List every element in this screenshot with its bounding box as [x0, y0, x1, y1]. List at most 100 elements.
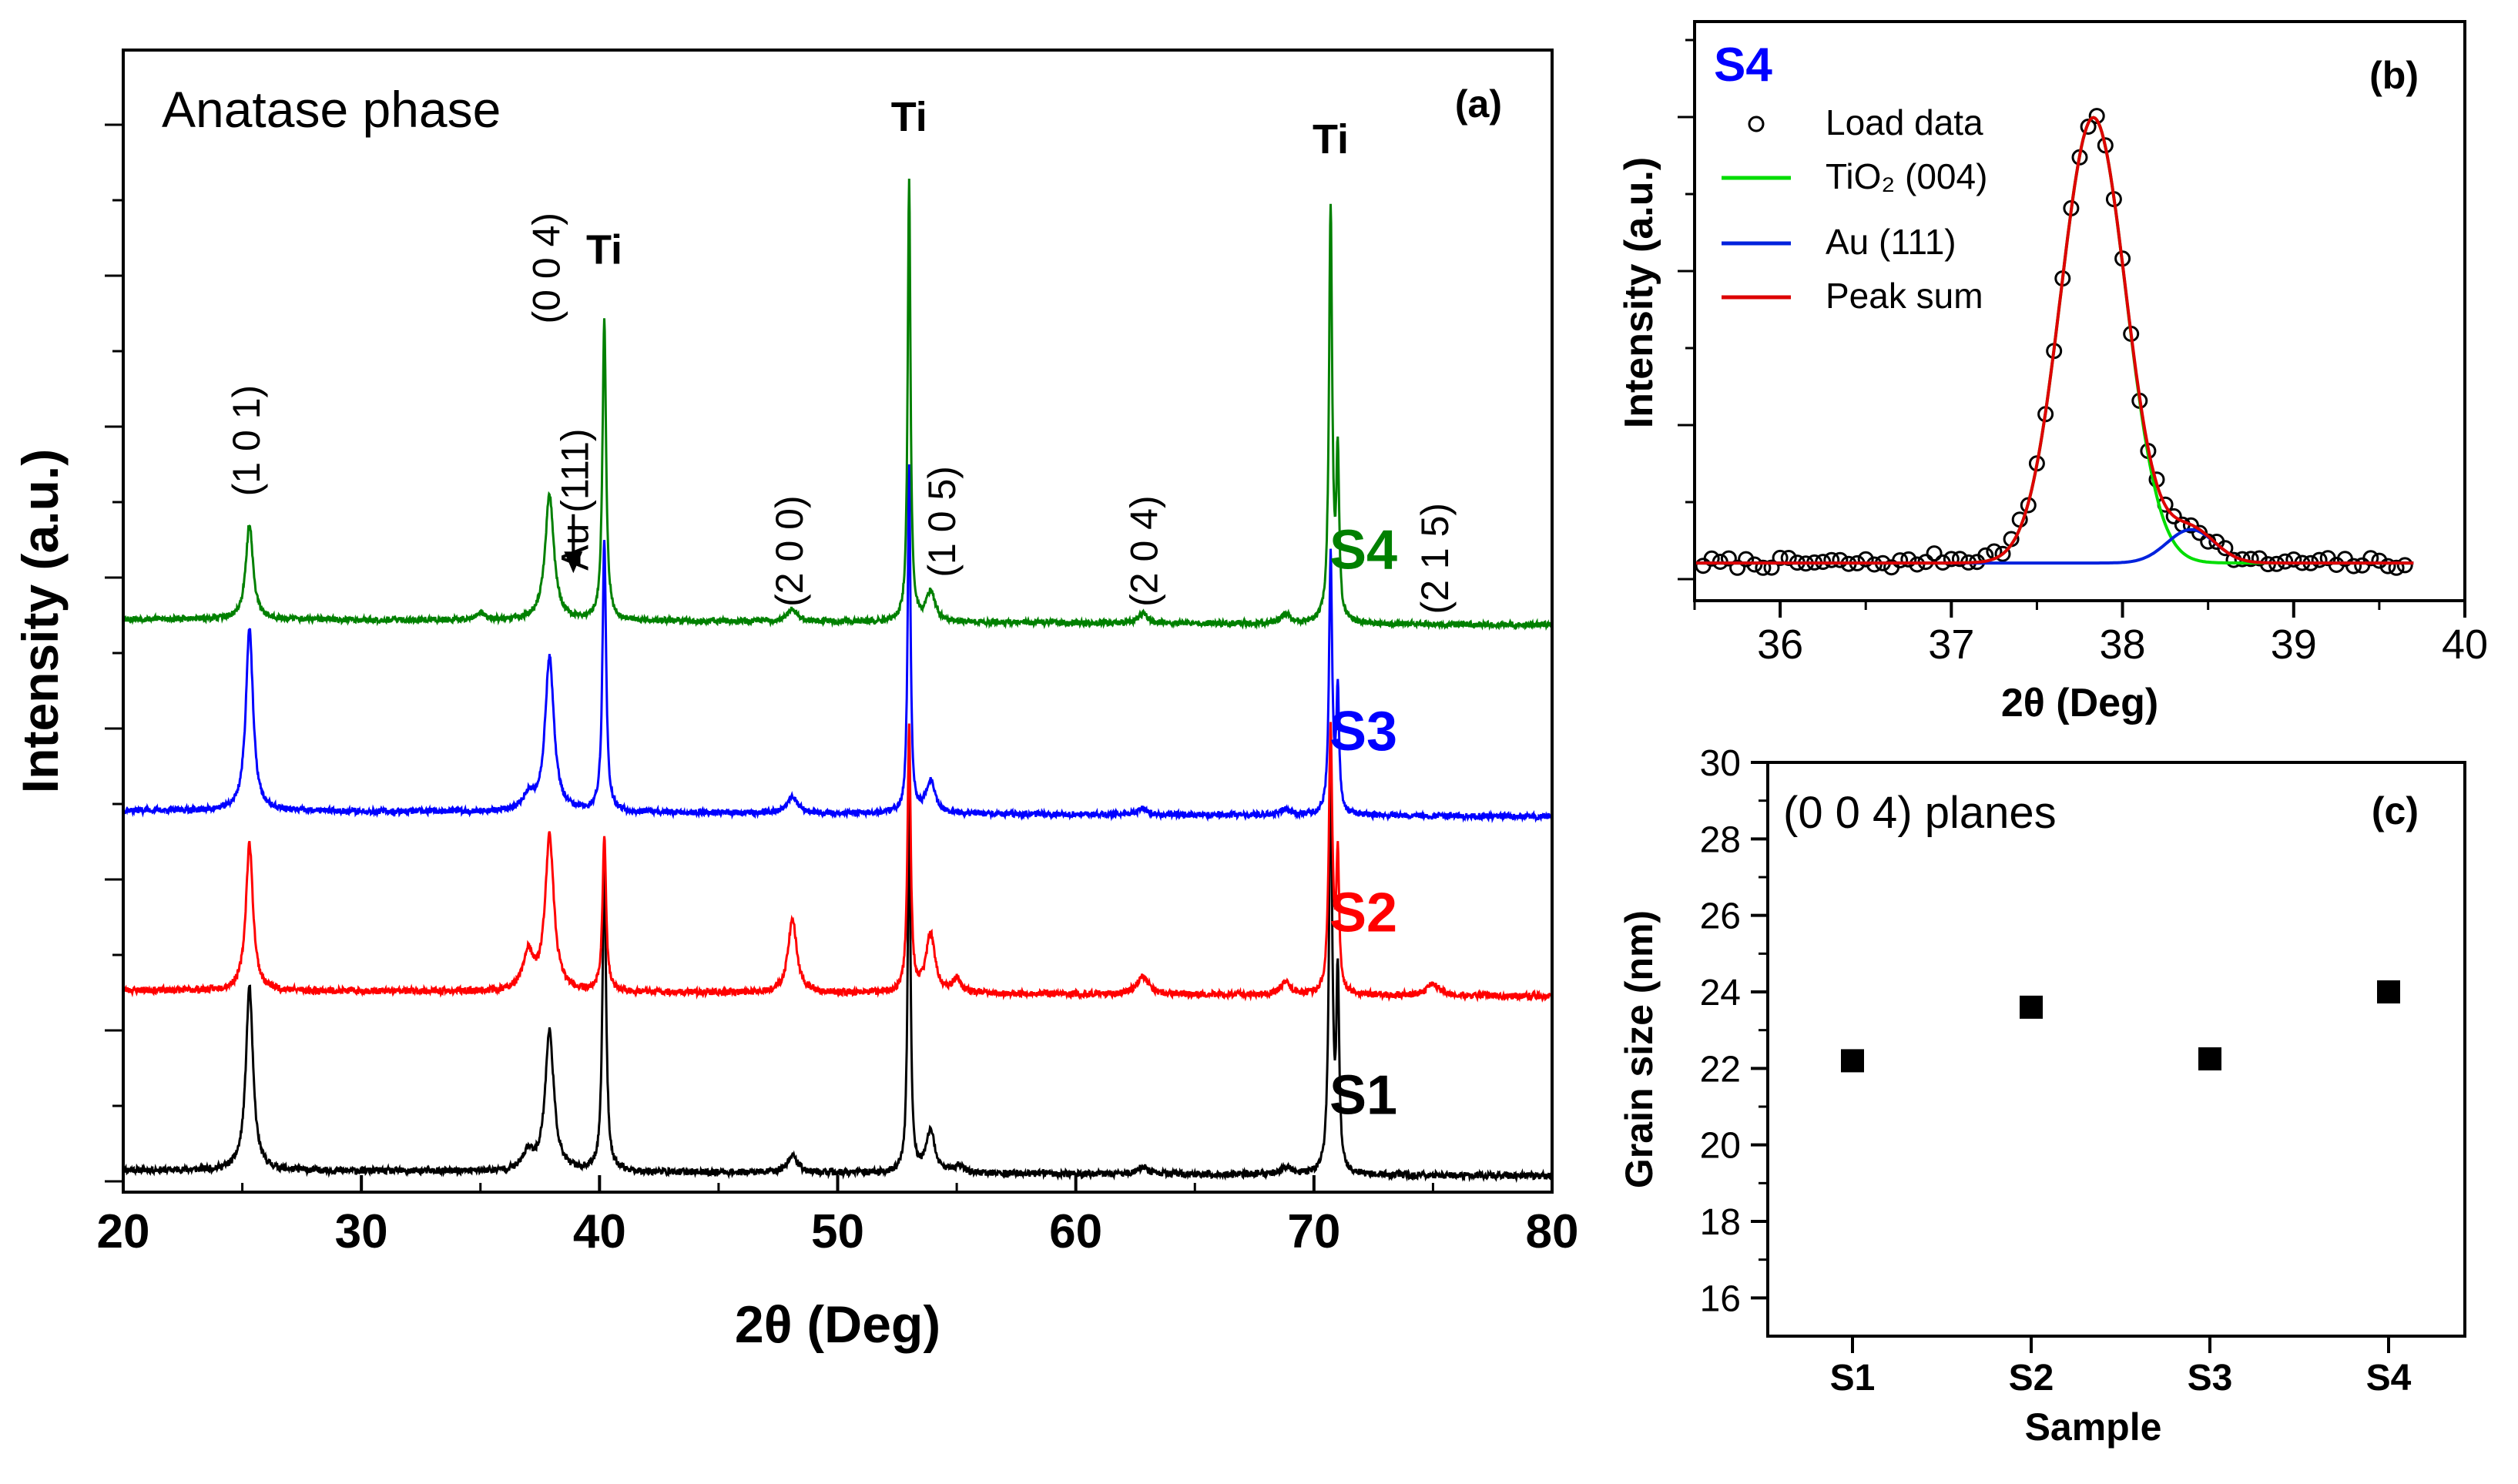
panel-label: (a)	[1455, 82, 1502, 126]
panel-label: (c)	[2372, 789, 2419, 832]
peak-label-ti: Ti	[1313, 116, 1349, 162]
series-line-S2	[122, 722, 1554, 1003]
panel-label: (b)	[2369, 54, 2419, 97]
data-point	[2371, 552, 2388, 569]
data-point	[1900, 551, 1917, 568]
chart-title: (0 0 4) planes	[1783, 788, 2057, 838]
data-point	[1738, 551, 1755, 568]
grain-size-point-S4	[2377, 980, 2400, 1003]
legend-marker-data	[1748, 116, 1765, 132]
series-line-S3	[122, 464, 1554, 824]
x-axis-label: 2θ (Deg)	[735, 1295, 940, 1354]
data-point	[1703, 550, 1720, 567]
data-point	[1892, 552, 1909, 569]
x-tick-label: S1	[1830, 1358, 1876, 1399]
x-tick-label: 30	[335, 1205, 388, 1258]
x-tick-label: 50	[811, 1205, 864, 1258]
y-tick-label: 30	[1700, 743, 1741, 784]
panel-a-xrd-patterns: 20 30 40 50 60 70 80 2θ (Deg) Intensity (a.u.) An…	[12, 49, 1579, 1354]
data-point	[1951, 551, 1968, 568]
data-point	[2217, 540, 2234, 557]
x-tick-label: S4	[2366, 1358, 2412, 1399]
series-line-S1	[122, 753, 1554, 1184]
legend-label: Au (111)	[1826, 222, 1956, 262]
data-point	[2362, 550, 2379, 567]
legend-label: TiO₂ (004)	[1826, 156, 1987, 196]
data-point	[1780, 550, 1797, 566]
data-point	[1695, 558, 1712, 575]
x-axis-label: Sample	[2025, 1405, 2162, 1449]
x-tick-label: 39	[2271, 621, 2317, 668]
x-tick-label: S3	[2188, 1358, 2233, 1399]
panel-c-grain-size: 16 18 20 22 24 26 28 30 S1 S2 S3 S4 Sample Grain size…	[1618, 743, 2466, 1449]
y-tick-label: 16	[1700, 1278, 1741, 1319]
legend-label: Peak sum	[1826, 276, 1983, 316]
data-point	[2234, 551, 2251, 568]
y-tick-label: 28	[1700, 819, 1741, 860]
data-point	[2311, 551, 2328, 568]
data-point	[1926, 545, 1943, 562]
data-point	[2379, 558, 2396, 575]
y-tick-label: 26	[1700, 896, 1741, 937]
chart-title: Anatase phase	[162, 81, 501, 138]
data-point	[1755, 559, 1772, 576]
data-point	[1994, 545, 2011, 562]
x-tick-label: 70	[1287, 1205, 1340, 1258]
series-label-S3: S3	[1329, 701, 1397, 762]
grain-size-point-S3	[2198, 1047, 2221, 1070]
data-point	[1823, 551, 1840, 568]
panel-b-frame	[1693, 20, 2466, 602]
x-axis-label: 2θ (Deg)	[2001, 681, 2158, 725]
peak-label: (2 1 5)	[1413, 503, 1457, 615]
series-label-S1: S1	[1329, 1065, 1397, 1127]
fit-sum-line	[1695, 116, 2414, 565]
data-point	[1857, 551, 1874, 568]
sample-label: S4	[1714, 39, 1772, 92]
peak-label: (1 0 5)	[920, 466, 964, 578]
y-axis-label: Intensity (a.u.)	[12, 449, 69, 793]
series-line-S4	[122, 178, 1554, 631]
x-tick-label: 80	[1526, 1205, 1579, 1258]
x-tick-label: 36	[1757, 621, 1803, 668]
y-tick-label: 22	[1700, 1049, 1741, 1090]
peak-label: (2 0 4)	[1123, 495, 1166, 607]
panel-c-frame	[1766, 761, 2466, 1338]
y-axis-label: Grain size (nm)	[1618, 910, 1661, 1188]
data-point	[1763, 559, 1780, 576]
au-arrow-head	[564, 551, 583, 574]
x-tick-label: S2	[2009, 1358, 2054, 1399]
y-tick-label: 20	[1700, 1126, 1741, 1167]
y-tick-label: 24	[1700, 973, 1741, 1013]
peak-label: (0 0 4)	[525, 213, 568, 324]
x-tick-label: 37	[1928, 621, 1974, 668]
panel-b-peak-fit: 36 37 38 39 40 2θ (Deg) Intensity (a.u.) S4 (b) L…	[1617, 20, 2488, 725]
data-point	[2165, 508, 2182, 524]
data-point	[2354, 557, 2371, 574]
data-point	[2345, 558, 2362, 575]
x-tick-label: 40	[573, 1205, 626, 1258]
peak-label: (2 0 0)	[768, 495, 811, 607]
series-label-S4: S4	[1329, 520, 1397, 581]
data-point	[2080, 119, 2097, 135]
x-tick-label: 40	[2442, 621, 2488, 668]
peak-label: (1 0 1)	[225, 385, 268, 497]
data-point	[1772, 549, 1789, 566]
legend-label: Load data	[1826, 102, 1983, 142]
y-tick-label: 18	[1700, 1202, 1741, 1243]
peak-label: Au (111)	[554, 428, 597, 570]
grain-size-point-S1	[1841, 1049, 1864, 1073]
series-label-S2: S2	[1329, 882, 1397, 943]
data-point	[1832, 551, 1849, 568]
data-point	[1729, 559, 1746, 576]
grain-size-point-S2	[2020, 995, 2043, 1019]
x-tick-label: 20	[97, 1205, 150, 1258]
peak-label-ti: Ti	[586, 226, 622, 273]
y-axis-label: Intensity (a.u.)	[1617, 157, 1661, 428]
data-point	[2388, 559, 2405, 576]
data-point	[1943, 551, 1960, 568]
x-tick-label: 38	[2100, 621, 2146, 668]
peak-label-ti: Ti	[891, 94, 927, 140]
data-point	[2396, 557, 2413, 574]
data-point	[1720, 550, 1737, 567]
